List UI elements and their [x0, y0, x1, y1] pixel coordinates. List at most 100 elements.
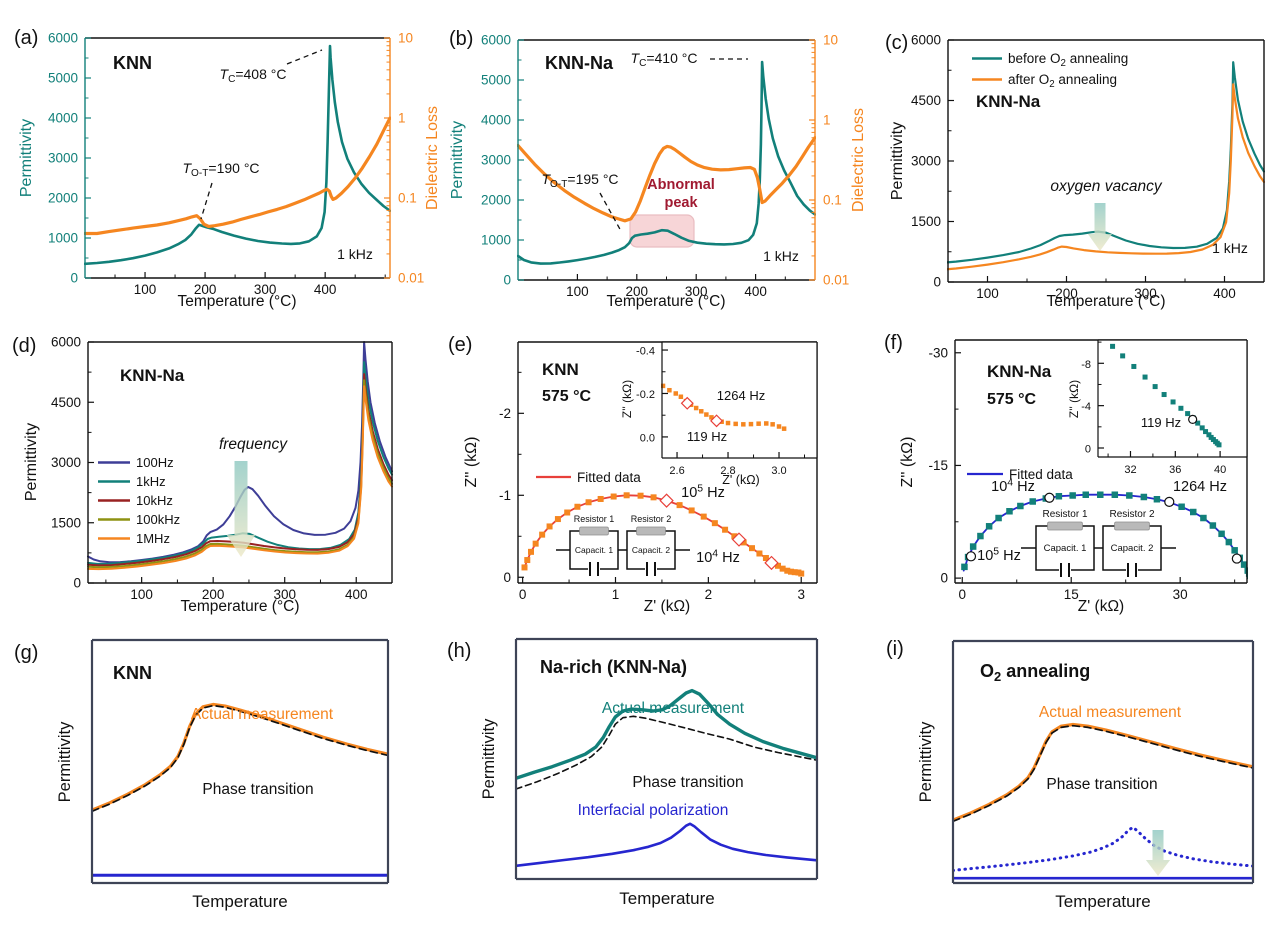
svg-text:(i): (i) — [886, 638, 904, 660]
svg-text:-4: -4 — [1081, 401, 1091, 413]
svg-text:Z'' (kΩ): Z'' (kΩ) — [463, 437, 480, 488]
equivalent-circuit-diagram: Resistor 1 Capacit. 1 Resistor 2 Capacit. 2 — [556, 514, 690, 576]
svg-text:1264 Hz: 1264 Hz — [717, 388, 765, 403]
svg-text:oxygen vacancy: oxygen vacancy — [1050, 178, 1162, 195]
svg-text:105 Hz: 105 Hz — [681, 483, 725, 501]
svg-text:Permittivity: Permittivity — [449, 121, 466, 199]
panel-c: (c) 100 200 300 400 Temperature (°C) 0 1500 3000… — [885, 32, 1265, 310]
svg-text:Temperature (°C): Temperature (°C) — [1046, 293, 1165, 310]
svg-text:400: 400 — [744, 284, 767, 299]
svg-text:Resistor 2: Resistor 2 — [1109, 509, 1154, 520]
svg-text:1 kHz: 1 kHz — [763, 248, 799, 264]
svg-text:300: 300 — [1134, 286, 1157, 301]
svg-text:0: 0 — [70, 271, 78, 286]
svg-text:frequency: frequency — [219, 436, 288, 453]
svg-text:Permittivity: Permittivity — [23, 423, 40, 501]
series-Permittivity — [84, 44, 391, 266]
svg-text:100: 100 — [130, 587, 153, 602]
svg-text:Actual measurement: Actual measurement — [191, 706, 334, 723]
svg-text:Permittivity: Permittivity — [889, 122, 906, 200]
svg-text:Capacit. 1: Capacit. 1 — [1044, 543, 1087, 554]
svg-text:Dielectric Loss: Dielectric Loss — [850, 108, 867, 212]
resistor-icon — [1047, 521, 1083, 531]
svg-text:Actual measurement: Actual measurement — [1039, 704, 1182, 721]
series-Phase transition — [515, 715, 818, 790]
svg-text:(h): (h) — [447, 640, 471, 662]
svg-text:Z' (kΩ): Z' (kΩ) — [722, 473, 759, 487]
svg-text:200: 200 — [1055, 286, 1078, 301]
gradient-down-arrow — [1087, 203, 1113, 251]
svg-text:KNN: KNN — [113, 53, 152, 73]
panel-g: (g) Temperature Permittivity KNN Actual meas… — [14, 638, 390, 911]
svg-text:(b): (b) — [449, 28, 473, 50]
svg-text:Z' (kΩ): Z' (kΩ) — [1078, 598, 1124, 615]
svg-text:Z'' (kΩ): Z'' (kΩ) — [899, 437, 916, 488]
svg-text:Permittivity: Permittivity — [18, 119, 35, 197]
svg-text:200: 200 — [194, 282, 217, 297]
svg-text:5000: 5000 — [48, 71, 78, 86]
svg-text:-1: -1 — [499, 488, 511, 503]
svg-text:3: 3 — [797, 587, 805, 602]
svg-text:200: 200 — [202, 587, 225, 602]
svg-text:Permittivity: Permittivity — [917, 721, 935, 802]
svg-text:0: 0 — [519, 587, 527, 602]
svg-text:(f): (f) — [884, 332, 903, 354]
series-Phase transition — [952, 724, 1254, 823]
svg-text:15: 15 — [1064, 587, 1079, 602]
svg-text:Temperature (°C): Temperature (°C) — [606, 293, 725, 310]
svg-text:Abnormal: Abnormal — [647, 177, 715, 193]
svg-text:KNN-Na: KNN-Na — [987, 362, 1052, 381]
svg-text:104 Hz: 104 Hz — [696, 548, 740, 566]
svg-text:0: 0 — [503, 273, 511, 288]
svg-text:105 Hz: 105 Hz — [977, 546, 1021, 564]
svg-text:40: 40 — [1214, 464, 1226, 476]
svg-text:119 Hz: 119 Hz — [1141, 415, 1181, 430]
series-Actual measurement — [952, 722, 1254, 822]
svg-text:0.0: 0.0 — [640, 432, 655, 444]
svg-text:Temperature (°C): Temperature (°C) — [177, 293, 296, 310]
svg-text:Phase transition: Phase transition — [632, 774, 743, 791]
series-Interfacial polarization — [515, 822, 818, 868]
svg-text:0: 0 — [959, 587, 967, 602]
svg-text:TO-T=195 °C: TO-T=195 °C — [541, 171, 618, 190]
svg-text:Resistor 1: Resistor 1 — [574, 514, 615, 524]
equivalent-circuit-diagram: Resistor 1 Capacit. 1 Resistor 2 Capacit. 2 — [1021, 509, 1176, 577]
panel-b: (b) 100 200 300 400 Temperature (°C) 0 1000 2000… — [449, 28, 867, 310]
svg-text:-0.4: -0.4 — [636, 346, 655, 358]
svg-text:36: 36 — [1169, 464, 1181, 476]
svg-text:-15: -15 — [928, 458, 948, 473]
panel-f: (f) 0 15 30 Z' (kΩ) 0 -15 -30 Z'' (kΩ) KNN-Na 575 … — [884, 332, 1248, 615]
series-Actual measurement — [91, 702, 389, 812]
svg-text:6000: 6000 — [48, 31, 78, 46]
svg-text:peak: peak — [664, 195, 698, 211]
panel-h: (h) Temperature Permittivity Na-rich (KNN-N… — [447, 637, 819, 908]
svg-text:100: 100 — [134, 282, 157, 297]
svg-text:Interfacial polarization: Interfacial polarization — [578, 802, 729, 819]
svg-text:Temperature: Temperature — [619, 889, 714, 908]
series-Dielectric Loss — [517, 136, 816, 223]
svg-text:104 Hz: 104 Hz — [991, 477, 1035, 495]
svg-text:0.1: 0.1 — [398, 191, 417, 206]
svg-text:KNN-Na: KNN-Na — [976, 92, 1041, 111]
svg-text:Temperature: Temperature — [192, 892, 287, 911]
svg-text:1000: 1000 — [48, 231, 78, 246]
series-Dielectric Loss — [84, 116, 391, 236]
svg-text:Permittivity: Permittivity — [480, 718, 498, 799]
svg-text:(c): (c) — [885, 32, 908, 54]
svg-text:TC=408 °C: TC=408 °C — [220, 66, 287, 85]
svg-text:4500: 4500 — [51, 395, 81, 410]
svg-text:(e): (e) — [448, 334, 472, 356]
svg-text:4000: 4000 — [481, 113, 511, 128]
svg-text:100: 100 — [566, 284, 589, 299]
svg-text:119 Hz: 119 Hz — [687, 429, 727, 444]
series-Actual measurement — [515, 688, 818, 780]
svg-text:100Hz: 100Hz — [136, 455, 174, 470]
svg-text:KNN: KNN — [542, 360, 579, 379]
svg-text:KNN-Na: KNN-Na — [545, 53, 614, 73]
svg-text:Phase transition: Phase transition — [1046, 776, 1157, 793]
svg-text:0: 0 — [933, 275, 941, 290]
panel-d: (d) 100 200 300 400 Temperature (°C) 0 1500 3000… — [12, 335, 393, 615]
svg-text:Temperature (°C): Temperature (°C) — [180, 598, 299, 615]
svg-text:Dielectric Loss: Dielectric Loss — [424, 106, 441, 210]
